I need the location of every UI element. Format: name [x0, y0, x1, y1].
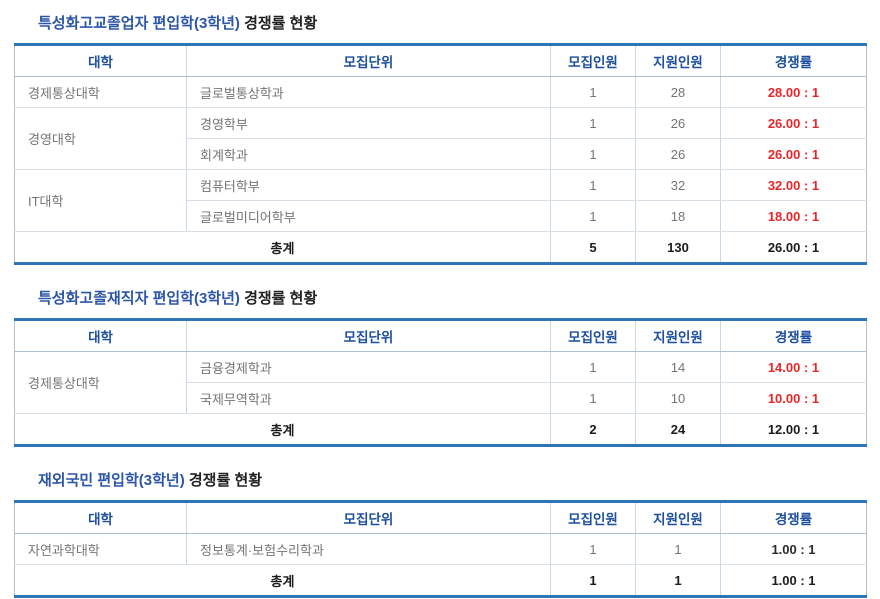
- competition-table-2: 대학 모집단위 모집인원 지원인원 경쟁률 경제통상대학 금융경제학과 1 14 14.…: [14, 318, 867, 447]
- quota-cell: 1: [550, 200, 636, 232]
- competition-table-1: 대학 모집단위 모집인원 지원인원 경쟁률 경제통상대학 글로벌통상학과 1 28 28…: [14, 43, 867, 265]
- rate-cell: 10.00 : 1: [720, 382, 867, 414]
- table-3-title-accent: 재외국민 편입학(3학년): [38, 472, 185, 489]
- dept-cell: 회계학과: [186, 138, 551, 170]
- applicants-cell: 10: [635, 382, 721, 414]
- col-header-rate: 경쟁률: [720, 319, 867, 352]
- applicants-cell: 26: [635, 107, 721, 139]
- dept-cell: 글로벌미디어학부: [186, 200, 551, 232]
- dept-cell: 경영학부: [186, 107, 551, 139]
- total-row: 총계 1 1 1.00 : 1: [14, 564, 867, 597]
- table-2-title-rest: 경쟁률 현황: [244, 290, 318, 307]
- col-header-college: 대학: [14, 501, 187, 534]
- section-table-1: 특성화고교졸업자 편입학(3학년) 경쟁률 현황 대학 모집단위 모집인원 지원…: [14, 14, 867, 265]
- college-cell: 경영대학: [14, 107, 187, 170]
- col-header-applicants: 지원인원: [635, 44, 721, 77]
- total-applicants-cell: 130: [635, 231, 721, 264]
- total-label-cell: 총계: [14, 564, 551, 597]
- table-3-title: 재외국민 편입학(3학년) 경쟁률 현황: [38, 471, 866, 491]
- header-row: 대학 모집단위 모집인원 지원인원 경쟁률: [14, 44, 867, 77]
- applicants-cell: 26: [635, 138, 721, 170]
- total-row: 총계 5 130 26.00 : 1: [14, 231, 867, 264]
- college-cell: IT대학: [14, 169, 187, 232]
- applicants-cell: 32: [635, 169, 721, 201]
- table-1-title-rest: 경쟁률 현황: [244, 15, 318, 32]
- total-row: 총계 2 24 12.00 : 1: [14, 413, 867, 446]
- dept-cell: 글로벌통상학과: [186, 76, 551, 108]
- table-row: 글로벌미디어학부 1 18 18.00 : 1: [15, 200, 867, 232]
- total-label-cell: 총계: [14, 231, 551, 264]
- section-table-3: 재외국민 편입학(3학년) 경쟁률 현황 대학 모집단위 모집인원 지원인원 경…: [14, 471, 867, 598]
- table-row: 회계학과 1 26 26.00 : 1: [15, 138, 867, 170]
- rate-cell: 14.00 : 1: [720, 351, 867, 383]
- table-1-title-accent: 특성화고교졸업자 편입학(3학년): [38, 15, 240, 32]
- table-row: 경제통상대학 금융경제학과 1 14 14.00 : 1: [14, 351, 867, 414]
- total-quota-cell: 1: [550, 564, 636, 597]
- total-label-cell: 총계: [14, 413, 551, 446]
- college-cell: 경제통상대학: [14, 351, 187, 414]
- dept-cell: 국제무역학과: [186, 382, 551, 414]
- col-header-college: 대학: [14, 44, 187, 77]
- header-row: 대학 모집단위 모집인원 지원인원 경쟁률: [14, 319, 867, 352]
- applicants-cell: 18: [635, 200, 721, 232]
- applicants-cell: 14: [635, 351, 721, 383]
- col-header-dept: 모집단위: [186, 44, 551, 77]
- table-1-title: 특성화고교졸업자 편입학(3학년) 경쟁률 현황: [38, 14, 866, 34]
- col-header-quota: 모집인원: [550, 501, 636, 534]
- competition-table-3: 대학 모집단위 모집인원 지원인원 경쟁률 자연과학대학 정보통계·보험수리학과 1…: [14, 500, 867, 598]
- rate-cell: 26.00 : 1: [720, 107, 867, 139]
- table-2-title-accent: 특성화고졸재직자 편입학(3학년): [38, 290, 240, 307]
- total-applicants-cell: 1: [635, 564, 721, 597]
- quota-cell: 1: [550, 533, 636, 565]
- table-row: 경영대학 경영학부 1 26 26.00 : 1: [14, 107, 867, 170]
- col-header-quota: 모집인원: [550, 319, 636, 352]
- table-2-title: 특성화고졸재직자 편입학(3학년) 경쟁률 현황: [38, 289, 866, 309]
- college-cell: 경제통상대학: [14, 76, 187, 108]
- total-applicants-cell: 24: [635, 413, 721, 446]
- rate-cell: 26.00 : 1: [720, 138, 867, 170]
- quota-cell: 1: [550, 76, 636, 108]
- col-header-applicants: 지원인원: [635, 319, 721, 352]
- col-header-quota: 모집인원: [550, 44, 636, 77]
- col-header-dept: 모집단위: [186, 319, 551, 352]
- quota-cell: 1: [550, 351, 636, 383]
- col-header-college: 대학: [14, 319, 187, 352]
- col-header-applicants: 지원인원: [635, 501, 721, 534]
- quota-cell: 1: [550, 138, 636, 170]
- dept-cell: 금융경제학과: [186, 351, 551, 383]
- table-row: 경제통상대학 글로벌통상학과 1 28 28.00 : 1: [14, 76, 867, 108]
- total-rate-cell: 1.00 : 1: [771, 572, 816, 588]
- dept-cell: 컴퓨터학부: [186, 169, 551, 201]
- total-quota-cell: 2: [550, 413, 636, 446]
- total-rate-cell: 12.00 : 1: [767, 421, 820, 437]
- col-header-dept: 모집단위: [186, 501, 551, 534]
- table-row: 자연과학대학 정보통계·보험수리학과 1 1 1.00 : 1: [14, 533, 867, 565]
- table-3-title-rest: 경쟁률 현황: [188, 472, 263, 489]
- quota-cell: 1: [550, 107, 636, 139]
- quota-cell: 1: [550, 169, 636, 201]
- college-cell: 자연과학대학: [14, 533, 187, 565]
- quota-cell: 1: [550, 382, 636, 414]
- total-rate-cell: 26.00 : 1: [767, 239, 820, 255]
- rate-cell: 28.00 : 1: [720, 76, 867, 108]
- col-header-rate: 경쟁률: [720, 44, 867, 77]
- rate-cell: 32.00 : 1: [720, 169, 867, 201]
- header-row: 대학 모집단위 모집인원 지원인원 경쟁률: [14, 501, 867, 534]
- rate-cell: 1.00 : 1: [720, 533, 867, 565]
- applicants-cell: 1: [635, 533, 721, 565]
- col-header-rate: 경쟁률: [720, 501, 867, 534]
- table-row: IT대학 컴퓨터학부 1 32 32.00 : 1: [14, 169, 867, 232]
- table-row: 국제무역학과 1 10 10.00 : 1: [15, 382, 867, 414]
- dept-cell: 정보통계·보험수리학과: [186, 533, 551, 565]
- section-table-2: 특성화고졸재직자 편입학(3학년) 경쟁률 현황 대학 모집단위 모집인원 지원…: [14, 289, 867, 447]
- total-quota-cell: 5: [550, 231, 636, 264]
- applicants-cell: 28: [635, 76, 721, 108]
- rate-cell: 18.00 : 1: [720, 200, 867, 232]
